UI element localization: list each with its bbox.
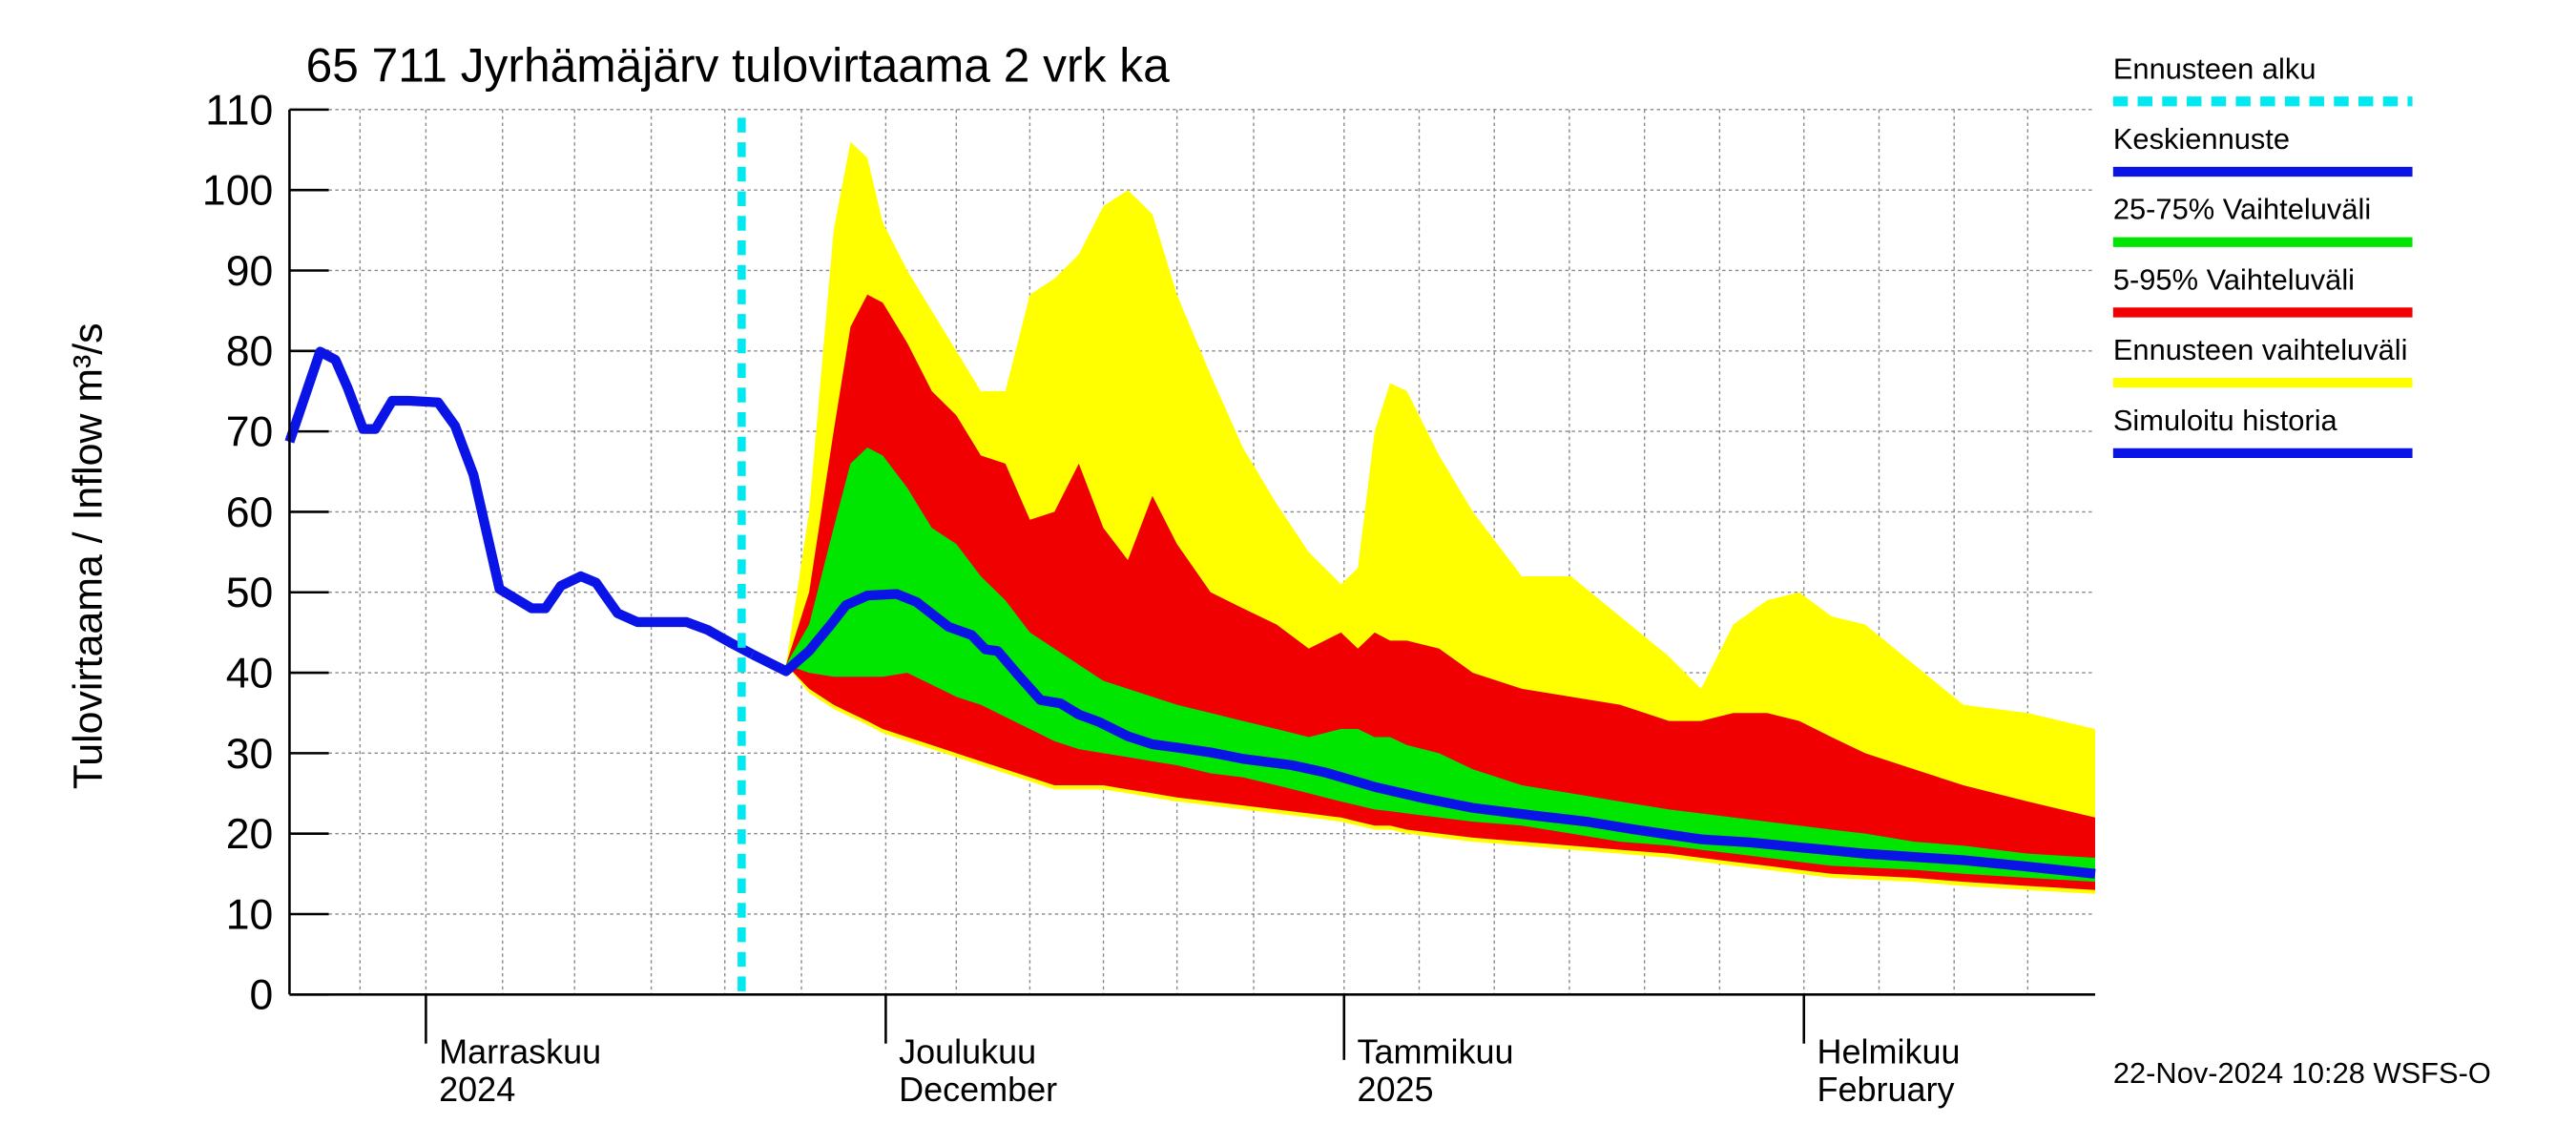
y-tick-label: 50 [226, 570, 274, 616]
x-tick-label: Marraskuu 2024 [439, 1031, 601, 1109]
y-tick-label: 90 [226, 248, 274, 295]
y-tick-label: 20 [226, 811, 274, 858]
series-line [284, 346, 755, 659]
series-line [750, 589, 2096, 879]
y-tick-label: 30 [226, 731, 274, 778]
legend-label: Keskiennuste [2113, 122, 2290, 156]
y-tick-label: 0 [249, 972, 273, 1019]
x-tick-label: Tammikuu 2025 [1357, 1031, 1513, 1109]
legend-label: 5-95% Vaihteluväli [2113, 262, 2355, 296]
footer: 22-Nov-2024 10:28 WSFS-O [2113, 1056, 2491, 1090]
y-tick-label: 80 [226, 328, 274, 375]
y-tick-label: 100 [202, 168, 273, 215]
x-tick-label: Joulukuu December [899, 1031, 1057, 1109]
y-tick-label: 70 [226, 409, 274, 456]
y-axis-label: Tulovirtaama / Inflow m³/s [65, 323, 111, 789]
legend-label: Simuloitu historia [2113, 404, 2338, 437]
y-tick-label: 40 [226, 650, 274, 697]
y-tick-label: 60 [226, 489, 274, 536]
chart-title: 65 711 Jyrhämäjärv tulovirtaama 2 vrk ka [306, 39, 1171, 93]
band-area [785, 448, 2095, 883]
legend-label: 25-75% Vaihteluväli [2113, 193, 2371, 226]
legend-label: Ennusteen vaihteluväli [2113, 333, 2408, 366]
legend-label: Ennusteen alku [2113, 52, 2316, 85]
y-tick-label: 110 [205, 87, 273, 134]
x-tick-label: Helmikuu February [1817, 1031, 1960, 1109]
y-tick-label: 10 [226, 891, 274, 938]
